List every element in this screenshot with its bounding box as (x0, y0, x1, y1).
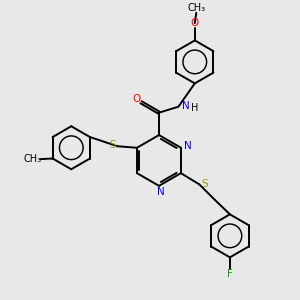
Text: F: F (227, 269, 233, 279)
Text: CH₃: CH₃ (24, 154, 42, 164)
Text: N: N (184, 141, 191, 151)
Text: H: H (191, 103, 198, 113)
Text: S: S (201, 179, 208, 189)
Text: N: N (182, 101, 190, 111)
Text: O: O (132, 94, 141, 104)
Text: S: S (109, 140, 116, 150)
Text: N: N (157, 188, 164, 197)
Text: CH₃: CH₃ (188, 3, 206, 13)
Text: O: O (191, 18, 199, 28)
